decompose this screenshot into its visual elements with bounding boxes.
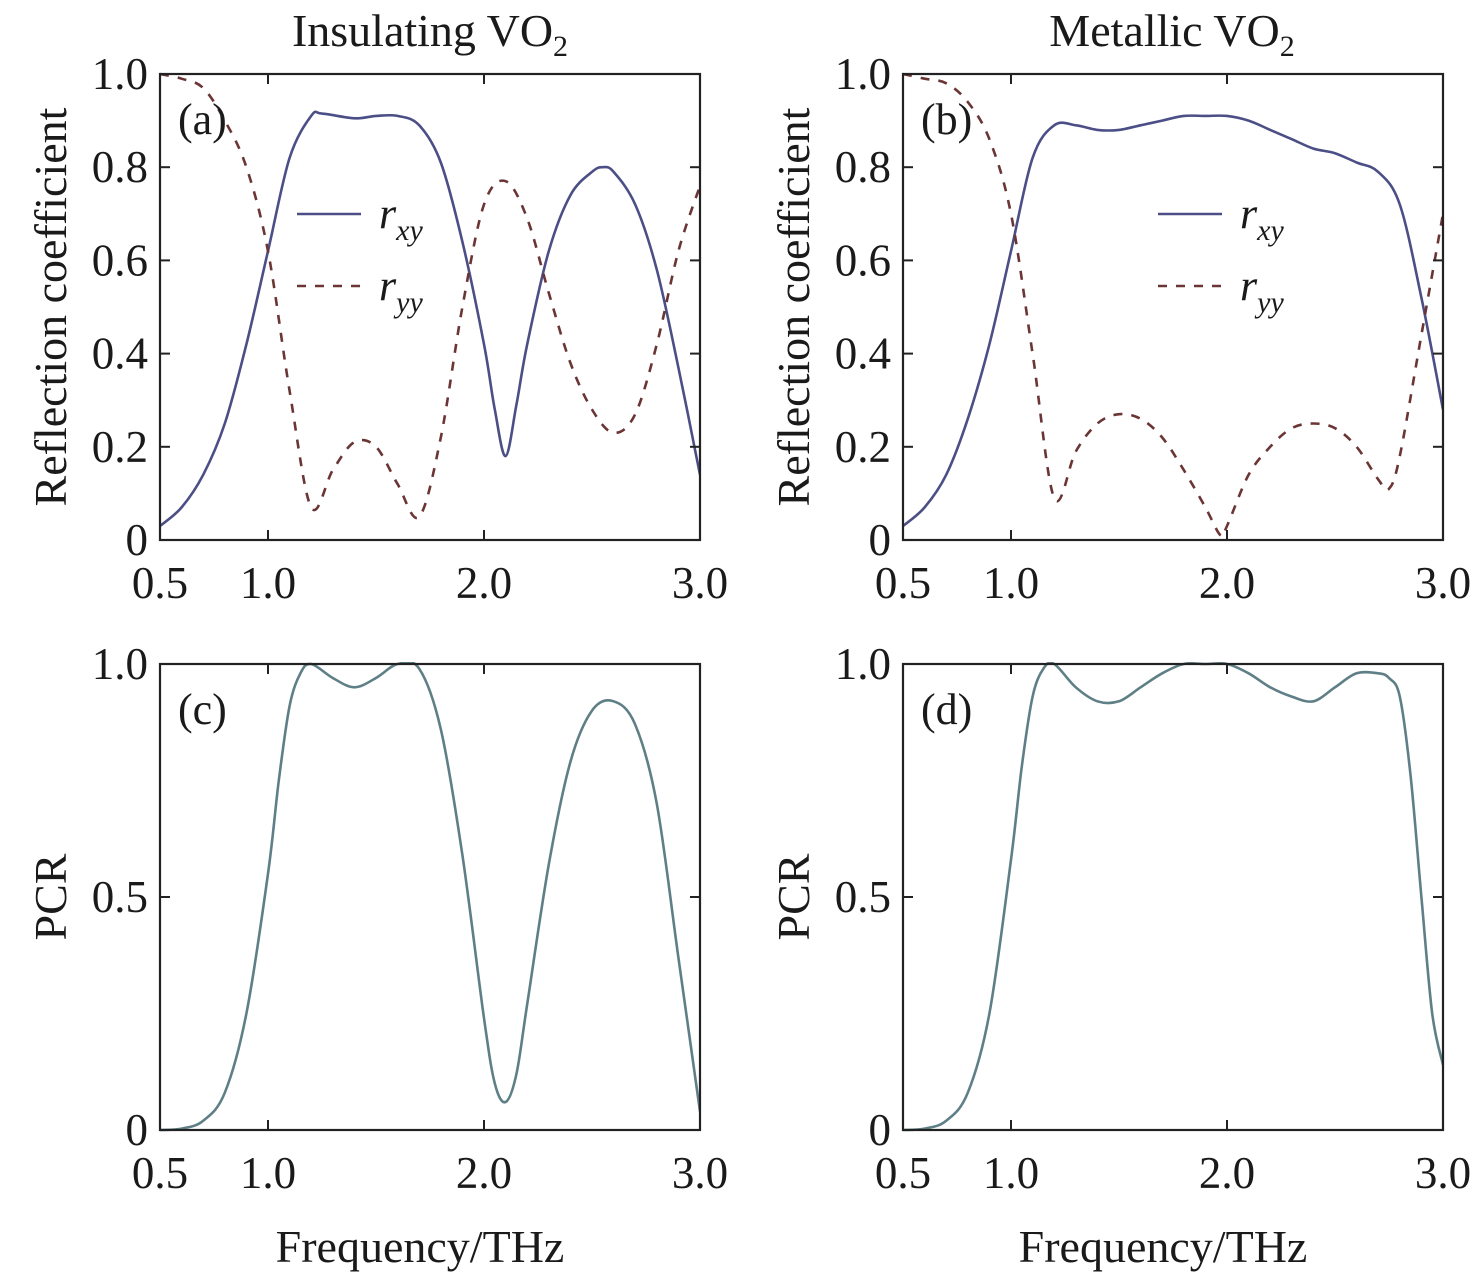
x-tick-label: 0.5 (132, 1148, 188, 1198)
y-tick-label: 0.2 (92, 422, 148, 472)
panel-tag: (d) (921, 685, 972, 734)
x-tick-label: 3.0 (672, 558, 728, 608)
x-tick-label: 3.0 (1415, 558, 1471, 608)
x-tick-label: 0.5 (132, 558, 188, 608)
series-line-pcr (160, 662, 700, 1132)
panel-tag: (b) (921, 95, 972, 144)
legend-label: ryy (379, 261, 423, 319)
series-line-ryy (160, 72, 700, 520)
plot-frame (158, 72, 702, 542)
chart-panel: 0.5 1.0 2.0 3.0 0 0.2 0.4 0.6 0.8 1.0 Reflection c… (25, 49, 728, 608)
y-tick-label: 0.8 (92, 142, 148, 192)
column-title-right: Metallic VO2 (1049, 5, 1294, 63)
panel-tag: (a) (178, 95, 227, 144)
legend-label: ryy (1240, 261, 1284, 319)
x-tick-label: 1.0 (983, 558, 1039, 608)
y-tick-label: 0.2 (835, 422, 891, 472)
y-tick-label: 0.6 (835, 235, 891, 285)
series-line-ryy (903, 72, 1443, 538)
y-tick-label: 0.5 (92, 872, 148, 922)
y-tick-label: 0 (869, 1105, 892, 1155)
x-tick-label: 2.0 (456, 558, 512, 608)
y-tick-label: 0 (126, 515, 149, 565)
y-tick-label: 1.0 (835, 639, 891, 689)
legend-label: rxy (1240, 189, 1284, 247)
y-tick-label: 1.0 (835, 49, 891, 99)
plot-frame (901, 662, 1445, 1132)
x-tick-label: 3.0 (672, 1148, 728, 1198)
panel-tag: (c) (178, 685, 227, 734)
legend-label: rxy (379, 189, 423, 247)
x-tick-label: 0.5 (875, 1148, 931, 1198)
y-axis-label: Reflection coefficient (25, 107, 76, 506)
x-tick-label: 1.0 (240, 1148, 296, 1198)
y-tick-label: 1.0 (92, 639, 148, 689)
x-tick-label: 1.0 (240, 558, 296, 608)
x-tick-label: 3.0 (1415, 1148, 1471, 1198)
series-line-rxy (903, 114, 1443, 528)
y-tick-label: 1.0 (92, 49, 148, 99)
x-tick-label: 2.0 (1199, 558, 1255, 608)
y-tick-label: 0.4 (835, 329, 891, 379)
x-tick-label: 2.0 (456, 1148, 512, 1198)
column-title-left: Insulating VO2 (292, 5, 568, 63)
plot-frame (158, 662, 702, 1132)
panels: 0.5 1.0 2.0 3.0 0 0.2 0.4 0.6 0.8 1.0 Reflection c… (25, 49, 1471, 1272)
y-axis-label: Reflection coefficient (768, 107, 819, 506)
x-tick-label: 2.0 (1199, 1148, 1255, 1198)
plot-frame (901, 72, 1445, 542)
chart-panel: 0.5 1.0 2.0 3.0 0 0.2 0.4 0.6 0.8 1.0 Reflection c… (768, 49, 1471, 608)
y-tick-label: 0.4 (92, 329, 148, 379)
series-line-pcr (903, 662, 1443, 1132)
y-tick-label: 0.8 (835, 142, 891, 192)
y-axis-label: PCR (768, 853, 819, 940)
y-tick-label: 0 (126, 1105, 149, 1155)
series-line-rxy (160, 110, 700, 528)
x-axis-label: Frequency/THz (1019, 1221, 1308, 1272)
y-tick-label: 0.6 (92, 235, 148, 285)
y-axis-label: PCR (25, 853, 76, 940)
x-axis-label: Frequency/THz (276, 1221, 565, 1272)
x-tick-label: 0.5 (875, 558, 931, 608)
y-tick-label: 0 (869, 515, 892, 565)
y-tick-label: 0.5 (835, 872, 891, 922)
x-tick-label: 1.0 (983, 1148, 1039, 1198)
